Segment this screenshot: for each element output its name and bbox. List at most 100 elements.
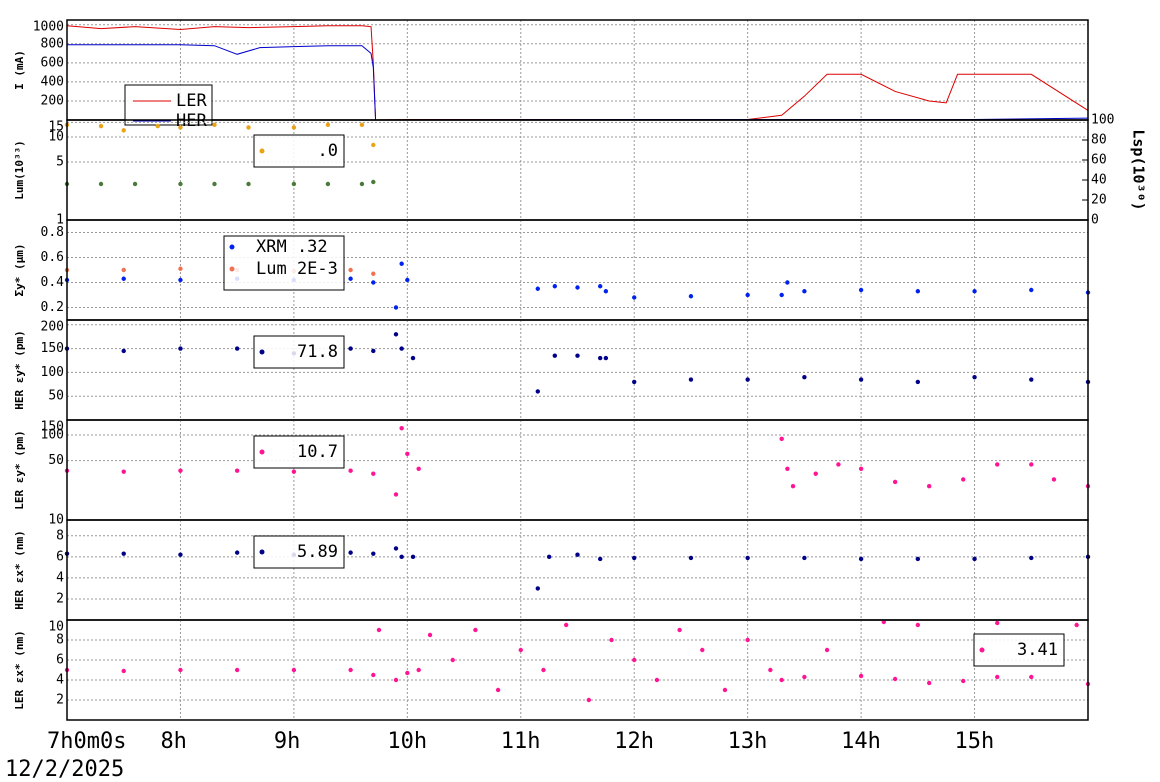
data-point xyxy=(291,181,297,187)
data-point xyxy=(535,286,540,291)
data-point xyxy=(688,294,694,299)
legend-box xyxy=(124,84,213,126)
data-point xyxy=(768,667,773,673)
y-axis-label: I (mA) xyxy=(13,50,26,90)
data-point xyxy=(234,550,240,555)
y-tick-label: 8 xyxy=(56,528,64,543)
y-tick-label: 0.4 xyxy=(41,275,65,290)
legend-swatch xyxy=(229,266,235,272)
data-point xyxy=(575,552,580,557)
data-point xyxy=(155,123,160,129)
y-tick-label: 15 xyxy=(48,120,64,135)
y2-tick-label: 80 xyxy=(1091,133,1107,148)
y-tick-label: 4 xyxy=(56,673,64,688)
data-point xyxy=(654,677,660,683)
data-point xyxy=(399,346,404,351)
panel-frame xyxy=(66,619,1089,721)
data-point xyxy=(234,468,240,473)
y-tick-label: 2 xyxy=(56,591,64,606)
y-tick-label: 100 xyxy=(41,365,64,380)
data-line xyxy=(66,25,1089,121)
data-point xyxy=(552,284,558,289)
y-tick-label: 6 xyxy=(56,653,64,668)
legend-box xyxy=(253,535,345,569)
panel-frame xyxy=(66,119,1089,221)
data-point xyxy=(348,667,353,673)
data-point xyxy=(376,627,382,633)
data-point xyxy=(785,466,790,472)
y-tick-label: 0.8 xyxy=(41,225,64,240)
data-point xyxy=(745,555,750,561)
data-point xyxy=(802,289,807,294)
data-point xyxy=(371,471,376,476)
data-point xyxy=(348,346,353,351)
y-tick-label: 200 xyxy=(41,93,64,108)
data-point xyxy=(858,466,864,472)
data-point xyxy=(178,277,183,283)
data-point xyxy=(779,292,784,298)
data-point xyxy=(597,556,603,562)
y-tick-label: 4 xyxy=(56,570,64,585)
data-point xyxy=(858,377,864,382)
legend-label: LER xyxy=(176,91,207,111)
y2-axis-label: Lsp(10³⁰) xyxy=(1130,129,1148,210)
legend-label: .0 xyxy=(318,141,338,161)
legend-box xyxy=(253,134,345,168)
data-point xyxy=(632,555,637,561)
x-tick-label: 14h xyxy=(841,729,881,754)
data-point xyxy=(121,668,126,674)
data-point xyxy=(291,125,297,130)
y-tick-label: 10 xyxy=(48,620,64,635)
y-axis-label: Σy* (μm) xyxy=(13,244,26,297)
data-point xyxy=(700,647,705,653)
y-axis-label: Lum(10³³) xyxy=(13,140,26,200)
data-point xyxy=(926,483,932,489)
data-point xyxy=(325,122,331,128)
data-point xyxy=(546,554,552,560)
panel-frame xyxy=(66,219,1089,321)
legend-swatch xyxy=(259,148,265,154)
data-point xyxy=(597,284,603,289)
data-point xyxy=(1029,377,1034,382)
y2-tick-label: 40 xyxy=(1091,173,1107,188)
legend-swatch xyxy=(979,647,985,653)
data-point xyxy=(234,667,240,673)
data-point xyxy=(552,353,558,358)
data-point xyxy=(722,687,728,693)
legend-swatch xyxy=(229,244,235,250)
data-point xyxy=(915,622,921,628)
data-point xyxy=(416,466,421,472)
data-point xyxy=(961,678,966,684)
y-tick-label: 50 xyxy=(48,389,64,404)
data-point xyxy=(359,181,365,187)
data-point xyxy=(416,667,421,673)
data-point xyxy=(575,353,580,358)
y-tick-label: 50 xyxy=(48,453,64,468)
data-point xyxy=(688,377,694,382)
data-point xyxy=(371,672,376,678)
data-point xyxy=(926,680,932,686)
panel-frame xyxy=(66,519,1089,621)
data-point xyxy=(972,374,977,380)
data-point xyxy=(961,477,966,482)
data-point xyxy=(915,556,921,562)
legend-label: 5.89 xyxy=(297,542,338,562)
data-point xyxy=(1029,555,1034,561)
y2-tick-label: 100 xyxy=(1091,113,1114,128)
y-tick-label: 0.2 xyxy=(41,300,64,315)
data-point xyxy=(603,355,609,361)
y-axis-label: HER εy* (pm) xyxy=(13,330,26,409)
data-point xyxy=(677,627,682,633)
data-point xyxy=(371,348,376,354)
y-tick-label: 150 xyxy=(41,420,64,435)
data-point xyxy=(405,451,410,457)
x-tick-label: 11h xyxy=(501,729,541,754)
y-tick-label: 400 xyxy=(41,74,64,89)
y-tick-label: 2 xyxy=(56,693,64,708)
x-tick-label: 10h xyxy=(387,729,427,754)
data-point xyxy=(995,620,1000,626)
data-point xyxy=(178,667,183,673)
data-point xyxy=(121,276,126,281)
data-point xyxy=(393,492,399,497)
